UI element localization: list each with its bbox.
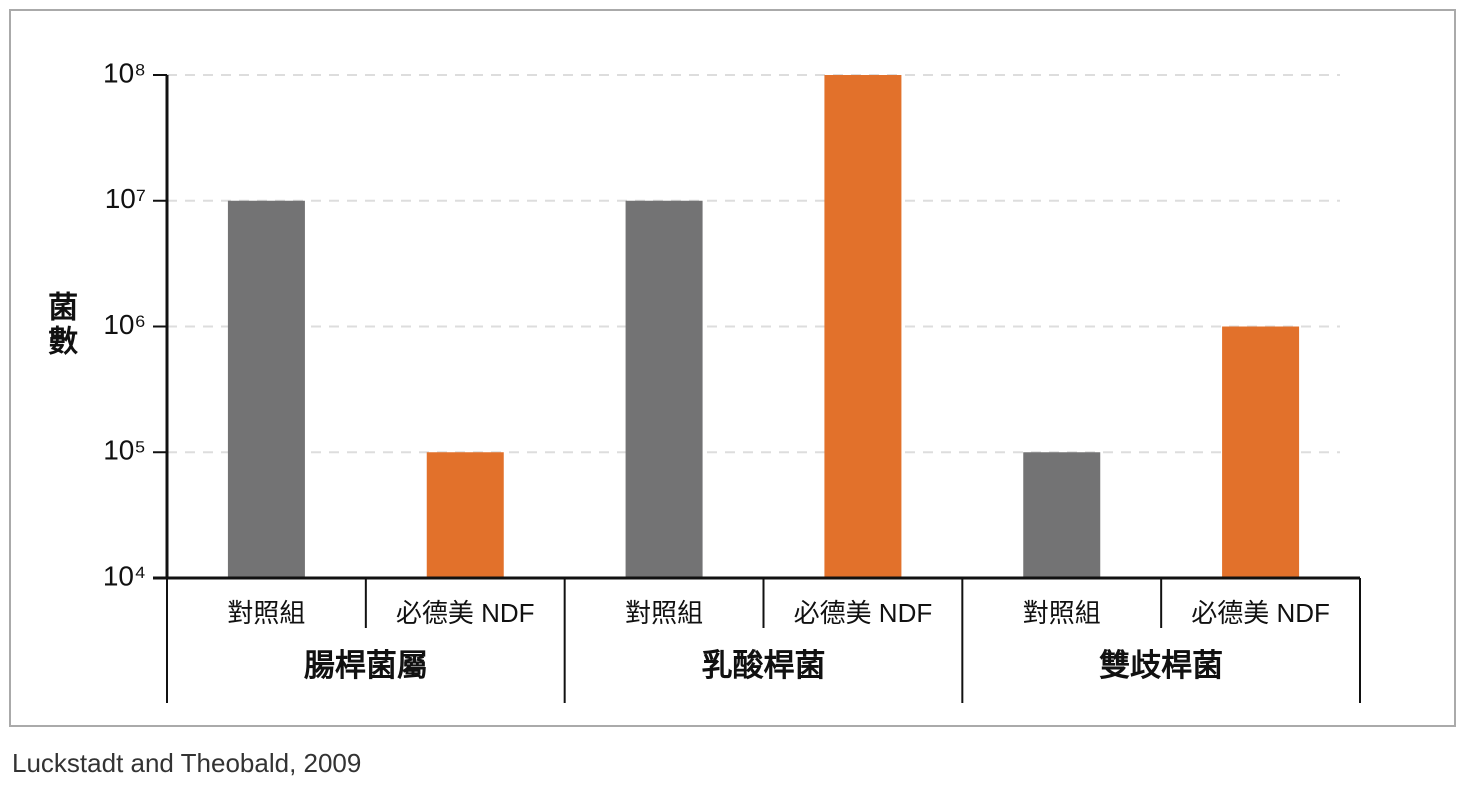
- y-tick-label: 10⁴: [103, 560, 146, 591]
- y-tick-label: 10⁵: [103, 435, 146, 466]
- x-tick-label: 必德美 NDF: [1191, 598, 1330, 628]
- y-tick-label: 10⁸: [103, 57, 146, 88]
- x-tick-label: 必德美 NDF: [794, 598, 933, 628]
- bar: [625, 200, 703, 578]
- x-tick-label: 必德美 NDF: [396, 598, 535, 628]
- bar: [1023, 452, 1101, 578]
- group-label: 腸桿菌屬: [304, 648, 428, 683]
- bar: [1222, 326, 1300, 578]
- bar: [426, 452, 504, 578]
- bar: [824, 75, 902, 578]
- bar: [227, 200, 305, 578]
- x-tick-label: 對照組: [1023, 598, 1101, 628]
- group-label: 乳酸桿菌: [702, 648, 826, 683]
- y-axis-label: 菌數: [43, 291, 78, 359]
- x-tick-label: 對照組: [625, 598, 703, 628]
- y-tick-label: 10⁷: [105, 183, 146, 214]
- y-tick-label: 10⁶: [103, 309, 146, 340]
- group-label: 雙歧桿菌: [1099, 648, 1223, 683]
- source: Luckstadt and Theobald, 2009: [12, 748, 361, 778]
- x-tick-label: 對照組: [227, 598, 305, 628]
